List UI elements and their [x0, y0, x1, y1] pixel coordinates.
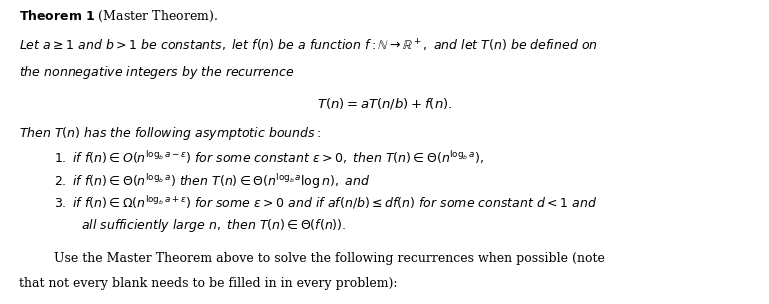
Text: $\mathit{the\ nonnegative\ integers\ by\ the\ recurrence}$: $\mathit{the\ nonnegative\ integers\ by\… — [19, 64, 295, 81]
Text: Use the Master Theorem above to solve the following recurrences when possible (n: Use the Master Theorem above to solve th… — [54, 252, 604, 265]
Text: $\mathit{2.\ if}\ f(n) \in \Theta(n^{\log_b a})\ \mathit{then}\ T(n) \in \Theta(: $\mathit{2.\ if}\ f(n) \in \Theta(n^{\lo… — [54, 172, 370, 191]
Text: $\mathit{3.\ if}\ f(n) \in \Omega(n^{\log_b a + \varepsilon})\ \mathit{for\ some: $\mathit{3.\ if}\ f(n) \in \Omega(n^{\lo… — [54, 195, 597, 212]
Text: $\mathit{all\ sufficiently\ large}\ n\mathit{,\ then}\ T(n) \in \Theta(f(n))\mat: $\mathit{all\ sufficiently\ large}\ n\ma… — [81, 217, 346, 234]
Text: $\mathbf{Theorem\ 1}$ (Master Theorem).: $\mathbf{Theorem\ 1}$ (Master Theorem). — [19, 9, 218, 24]
Text: $\mathit{Then}\ T(n)\ \mathit{has\ the\ following\ asymptotic\ bounds:}$: $\mathit{Then}\ T(n)\ \mathit{has\ the\ … — [19, 125, 321, 142]
Text: $\mathit{1.\ if}\ f(n) \in O(n^{\log_b a - \varepsilon})\ \mathit{for\ some\ con: $\mathit{1.\ if}\ f(n) \in O(n^{\log_b a… — [54, 149, 484, 166]
Text: $T(n) = aT(n/b) + f(n).$: $T(n) = aT(n/b) + f(n).$ — [317, 96, 452, 111]
Text: $\mathit{Let}\ a \geq 1\ \mathit{and}\ b > 1\ \mathit{be\ constants,\ let}\ f(n): $\mathit{Let}\ a \geq 1\ \mathit{and}\ b… — [19, 38, 598, 54]
Text: that not every blank needs to be filled in in every problem):: that not every blank needs to be filled … — [19, 277, 398, 290]
